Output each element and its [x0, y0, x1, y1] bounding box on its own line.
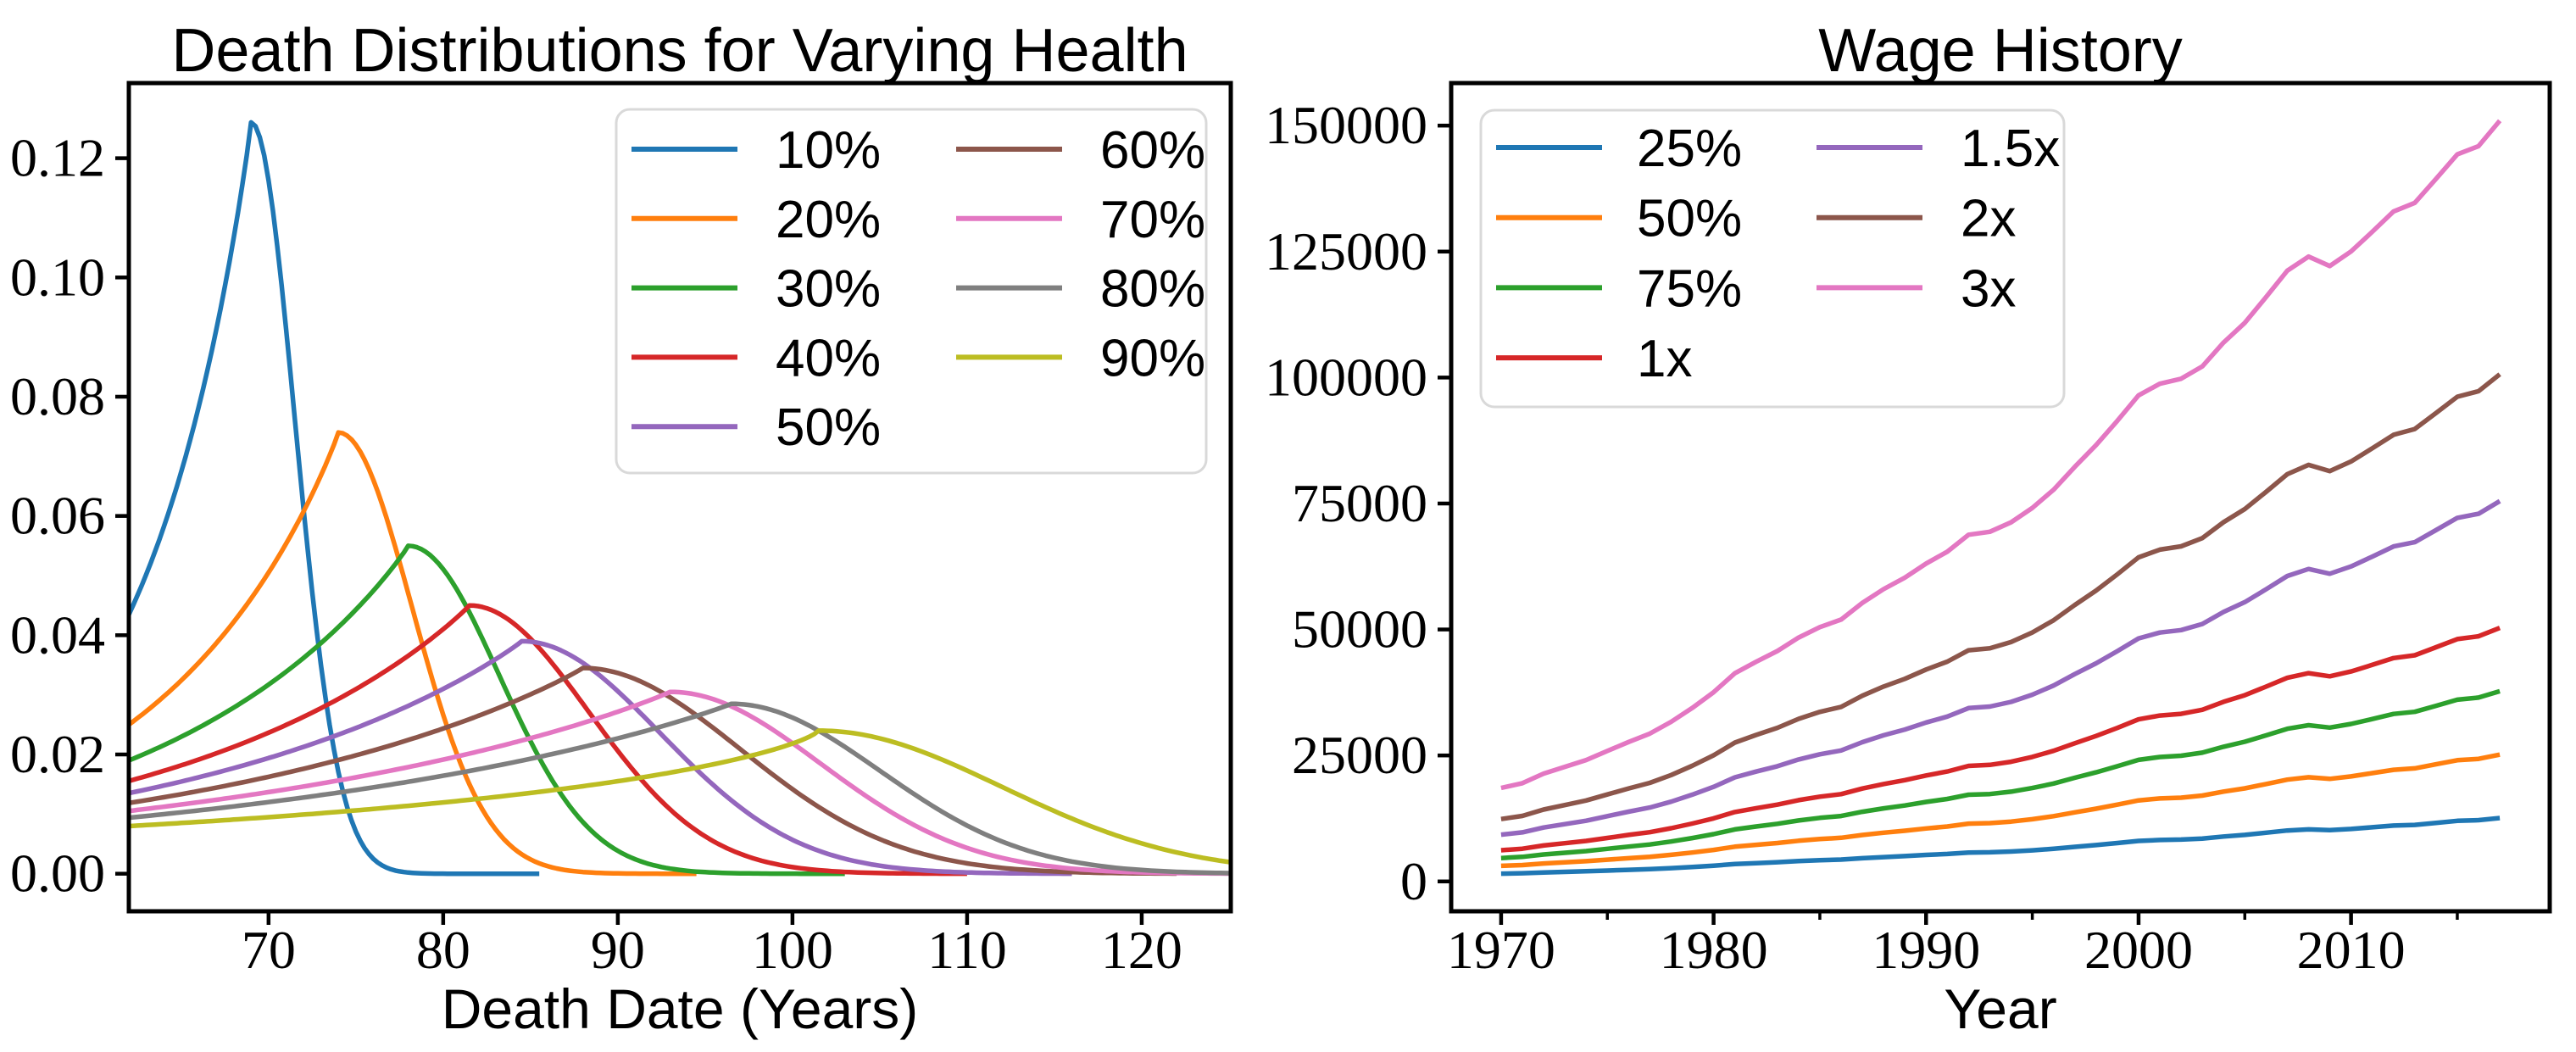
legend-label-50%: 50% [1637, 190, 1742, 248]
death-series-70% [129, 689, 1229, 877]
left-chart-title: Death Distributions for Varying Health [171, 17, 1188, 85]
legend-label-20%: 20% [776, 191, 881, 249]
x-tick-label: 110 [927, 920, 1007, 980]
death-legend: 10% 20% 30% 40% 50% 60% 70% 80% 90% [615, 108, 1208, 475]
wage-series-50% [1500, 752, 2501, 869]
legend-label-30%: 30% [776, 260, 881, 319]
x-tick-label: 120 [1101, 920, 1182, 980]
death-series-80% [129, 701, 1229, 876]
legend-label-40%: 40% [776, 329, 881, 387]
x-tick-label: 80 [416, 920, 470, 980]
right-chart-title: Wage History [1818, 17, 2183, 85]
y-tick-label: 100000 [1265, 347, 1427, 407]
legend-label-90%: 90% [1100, 329, 1205, 387]
wage-chart: 1970 1980 1990 2000 2010 0 25000 50000 75000 1000… [1265, 81, 2552, 980]
y-tick-label: 25000 [1292, 725, 1427, 785]
legend-label-80%: 80% [1100, 260, 1205, 319]
death-series-90% [129, 728, 1230, 865]
y-tick-label: 0.00 [10, 843, 105, 904]
left-chart-x-axis-label: Death Date (Years) [441, 977, 919, 1040]
legend-label-1x: 1x [1637, 330, 1692, 388]
death-ticks: 70 80 90 100 110 120 0.00 0.02 0.04 0.06 0.08 0.10 0… [10, 128, 1182, 980]
y-tick-label: 75000 [1292, 473, 1427, 533]
x-tick-label: 1970 [1447, 920, 1555, 980]
y-tick-label: 0.04 [10, 604, 105, 665]
wage-axes-spines [1449, 81, 2552, 914]
wage-legend-box [1479, 109, 2066, 409]
legend-label-1.5x: 1.5x [1961, 120, 2060, 178]
y-tick-label: 0.10 [10, 247, 105, 307]
right-chart-x-axis-label: Year [1944, 977, 2057, 1040]
legend-label-70%: 70% [1100, 191, 1205, 249]
x-tick-label: 2000 [2084, 920, 2193, 980]
wage-curves [1500, 119, 2502, 877]
wage-series-75% [1500, 688, 2501, 860]
legend-label-75%: 75% [1637, 259, 1742, 318]
y-tick-label: 0.08 [10, 366, 105, 426]
x-tick-label: 2010 [2297, 920, 2406, 980]
death-series-60% [129, 665, 1177, 877]
y-tick-label: 0.02 [10, 724, 105, 784]
x-tick-label: 90 [591, 920, 645, 980]
legend-label-25%: 25% [1637, 120, 1742, 178]
wage-series-2x [1500, 372, 2501, 821]
y-tick-label: 0 [1400, 851, 1427, 911]
death-series-50% [129, 638, 1072, 877]
wage-series-1x [1500, 626, 2501, 853]
wage-series-1.5x [1500, 498, 2501, 838]
wage-series-25% [1500, 815, 2501, 877]
death-series-10% [129, 120, 540, 877]
death-legend-box [615, 108, 1208, 475]
wage-ticks: 1970 1980 1990 2000 2010 0 25000 50000 75000 1000… [1265, 95, 2459, 980]
legend-label-10%: 10% [776, 121, 881, 180]
death-series-40% [129, 603, 967, 877]
x-tick-label: 1990 [1872, 920, 1980, 980]
wage-legend: 25% 50% 75% 1x 1.5x 2x 3x [1479, 109, 2066, 409]
death-series-30% [129, 543, 845, 877]
death-axes-spines [126, 81, 1233, 914]
y-tick-label: 50000 [1292, 599, 1427, 660]
legend-label-50%: 50% [776, 398, 881, 457]
wage-series-3x [1500, 119, 2502, 791]
death-curves [129, 120, 1230, 877]
y-tick-label: 125000 [1265, 221, 1427, 281]
legend-label-3x: 3x [1961, 259, 2016, 318]
legend-label-2x: 2x [1961, 190, 2016, 248]
x-tick-label: 1980 [1660, 920, 1768, 980]
death-series-20% [129, 430, 697, 877]
death-chart: 70 80 90 100 110 120 0.00 0.02 0.04 0.06 0.08 0.10 0… [10, 81, 1233, 980]
y-tick-label: 0.12 [10, 128, 105, 188]
x-tick-label: 70 [242, 920, 296, 980]
y-tick-label: 150000 [1265, 95, 1427, 155]
y-tick-label: 0.06 [10, 486, 105, 546]
x-tick-label: 100 [752, 920, 833, 980]
legend-label-60%: 60% [1100, 121, 1205, 180]
